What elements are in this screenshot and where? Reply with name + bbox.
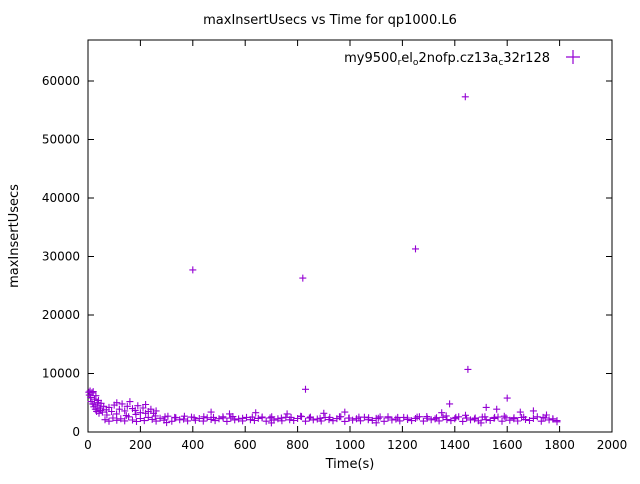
- y-tick-label: 50000: [42, 132, 80, 146]
- x-tick-label: 1200: [387, 438, 418, 452]
- legend-marker-icon: [566, 50, 580, 64]
- x-tick-label: 400: [181, 438, 204, 452]
- x-tick-label: 600: [234, 438, 257, 452]
- plot-area: 0 200 400 600 800 1000 1200 1400 1600 1800 2000010…: [42, 39, 628, 452]
- y-tick-label: 20000: [42, 308, 80, 322]
- x-tick-label: 1600: [492, 438, 523, 452]
- data-points: [85, 93, 561, 427]
- legend-label-sub: c: [498, 58, 503, 68]
- y-tick-label: 0: [72, 425, 80, 439]
- x-tick-label: 2000: [597, 438, 628, 452]
- y-tick-label: 40000: [42, 191, 80, 205]
- y-tick-label: 10000: [42, 366, 80, 380]
- legend-label-part: my9500: [344, 51, 397, 66]
- x-tick-label: 1800: [544, 438, 575, 452]
- x-tick-label: 0: [84, 438, 92, 452]
- legend-label-part: el: [401, 51, 413, 66]
- legend-label-sub: o: [413, 58, 419, 68]
- legend: my9500relo2nofp.cz13ac32r128: [344, 50, 580, 68]
- legend-label-part: 32r128: [503, 51, 550, 66]
- chart-title: maxInsertUsecs vs Time for qp1000.L6: [203, 13, 457, 28]
- legend-label-sub: r: [398, 58, 402, 68]
- x-tick-label: 1400: [440, 438, 471, 452]
- legend-label: my9500relo2nofp.cz13ac32r128: [344, 51, 550, 68]
- y-tick-label: 60000: [42, 74, 80, 88]
- x-tick-label: 800: [286, 438, 309, 452]
- legend-label-part: 2nofp.cz13a: [418, 51, 498, 66]
- plot-border: [87, 39, 613, 433]
- y-tick-label: 30000: [42, 249, 80, 263]
- x-tick-label: 200: [129, 438, 152, 452]
- x-axis-label: Time(s): [325, 457, 375, 472]
- x-tick-label: 1000: [335, 438, 366, 452]
- y-axis-label: maxInsertUsecs: [7, 184, 22, 288]
